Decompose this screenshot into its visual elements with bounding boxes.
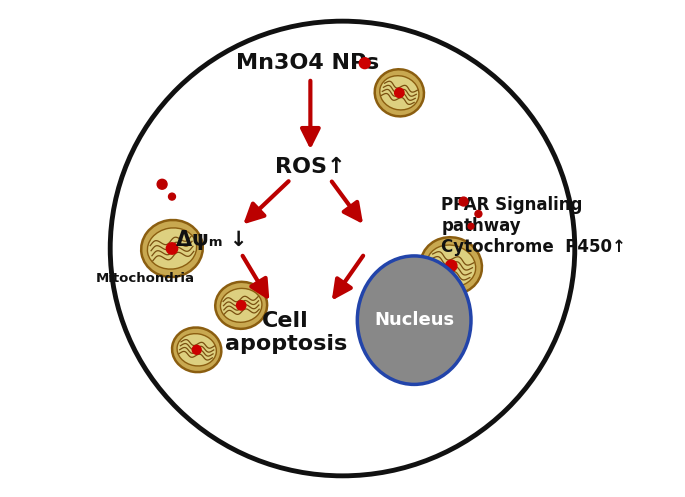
Ellipse shape — [379, 76, 419, 110]
Ellipse shape — [358, 256, 471, 384]
Text: Nucleus: Nucleus — [374, 311, 454, 329]
Ellipse shape — [375, 69, 424, 116]
Text: Mitochondria: Mitochondria — [95, 272, 195, 285]
Circle shape — [192, 345, 201, 354]
Ellipse shape — [147, 228, 197, 269]
Text: Cell
apoptosis: Cell apoptosis — [225, 311, 347, 354]
Ellipse shape — [215, 282, 267, 329]
Ellipse shape — [221, 288, 262, 322]
Circle shape — [445, 260, 457, 271]
Ellipse shape — [141, 220, 203, 277]
Text: Δψₘ ↓: Δψₘ ↓ — [176, 230, 247, 249]
Text: ROS↑: ROS↑ — [275, 157, 346, 177]
Circle shape — [236, 301, 246, 310]
Circle shape — [360, 58, 370, 69]
Circle shape — [395, 88, 404, 97]
Circle shape — [157, 179, 167, 189]
Ellipse shape — [110, 21, 575, 476]
Circle shape — [169, 193, 175, 200]
Text: PPAR Signaling
pathway
Cytochrome  P450↑: PPAR Signaling pathway Cytochrome P450↑ — [441, 196, 626, 256]
Ellipse shape — [421, 237, 482, 294]
Ellipse shape — [177, 333, 216, 366]
Circle shape — [475, 210, 482, 217]
Circle shape — [468, 223, 474, 229]
Ellipse shape — [427, 245, 475, 287]
Text: Mn3O4 NPs: Mn3O4 NPs — [236, 53, 379, 73]
Circle shape — [459, 197, 468, 206]
Circle shape — [166, 243, 177, 254]
Ellipse shape — [172, 328, 221, 372]
